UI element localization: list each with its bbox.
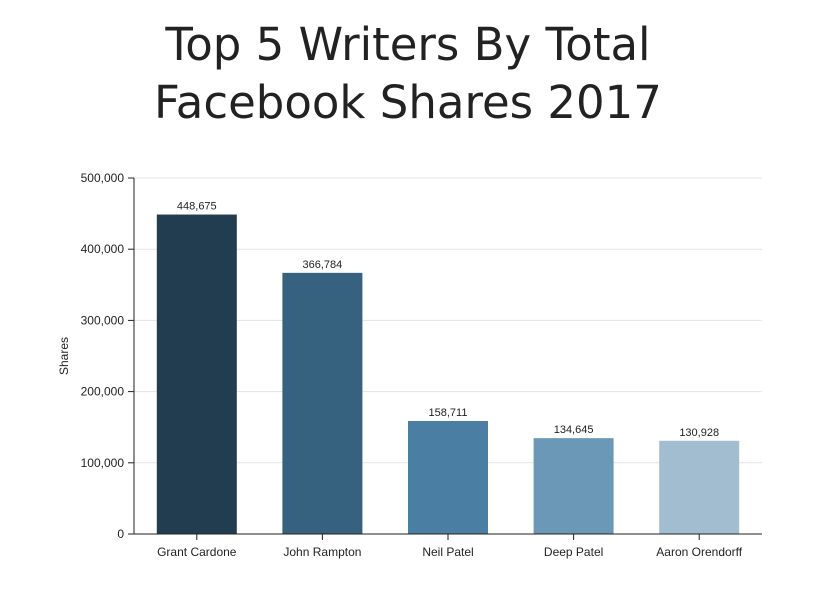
chart-title-line-2: Facebook Shares 2017 bbox=[154, 76, 662, 129]
x-tick-label: Deep Patel bbox=[544, 545, 603, 559]
y-axis: 0 100,000 200,000 300,000 400,000 500,000 bbox=[81, 171, 135, 541]
bar bbox=[533, 438, 614, 534]
x-tick-label: Neil Patel bbox=[422, 545, 473, 559]
y-tick-label: 100,000 bbox=[81, 456, 125, 470]
bar-value-label: 158,711 bbox=[429, 407, 468, 419]
bar-value-label: 366,784 bbox=[303, 259, 343, 271]
x-tick-label: John Rampton bbox=[283, 545, 361, 559]
bars: 448,675 366,784 158,711 134,645 130,928 bbox=[156, 201, 740, 534]
bar-value-label: 448,675 bbox=[177, 201, 217, 213]
y-tick-label: 0 bbox=[117, 527, 124, 541]
x-axis: Grant Cardone John Rampton Neil Patel Deep … bbox=[134, 533, 762, 559]
bar bbox=[156, 214, 237, 534]
x-tick-label: Aaron Orendorff bbox=[656, 545, 742, 559]
y-axis-label: Shares bbox=[57, 337, 71, 375]
chart-title: Top 5 Writers By Total Facebook Shares 2… bbox=[0, 16, 816, 132]
y-tick-label: 200,000 bbox=[81, 385, 125, 399]
bar-value-label: 130,928 bbox=[679, 427, 719, 439]
y-tick-label: 500,000 bbox=[81, 171, 125, 185]
bar bbox=[659, 440, 740, 534]
x-tick-label: Grant Cardone bbox=[157, 545, 237, 559]
y-tick-label: 400,000 bbox=[81, 242, 125, 256]
bar-value-label: 134,645 bbox=[554, 424, 594, 436]
bar bbox=[282, 272, 363, 534]
y-tick-label: 300,000 bbox=[81, 313, 125, 327]
bar bbox=[408, 420, 488, 534]
chart-title-line-1: Top 5 Writers By Total bbox=[165, 18, 651, 71]
